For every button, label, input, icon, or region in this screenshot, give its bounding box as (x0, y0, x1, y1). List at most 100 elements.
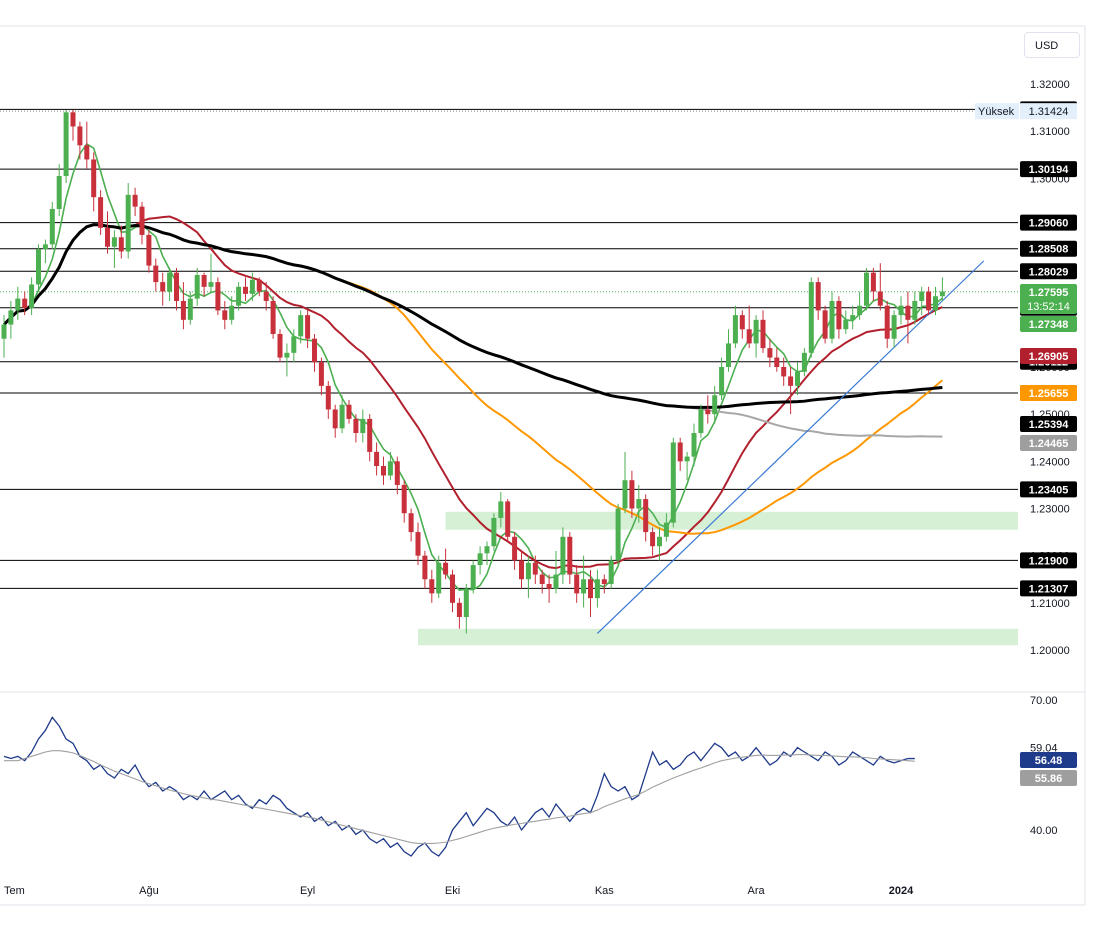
candle (677, 437, 683, 471)
price-axis-tick: 1.24000 (1030, 456, 1070, 468)
candle-body (491, 517, 497, 547)
candle (864, 267, 869, 311)
candle-body (84, 145, 90, 160)
candle-body (249, 279, 255, 294)
candle-body (436, 562, 442, 594)
high-marker-value-bg (1020, 103, 1077, 120)
candle (712, 385, 718, 424)
candle-body (629, 480, 635, 509)
candle (505, 499, 511, 542)
candle-body (8, 310, 14, 325)
candle (698, 404, 704, 438)
candle (836, 296, 842, 339)
candle (498, 491, 504, 528)
candle (857, 291, 863, 320)
candle-body (905, 305, 911, 320)
level-badge-label: 1.21307 (1029, 583, 1069, 595)
time-axis-label: Kas (595, 885, 614, 897)
candle (146, 230, 152, 273)
candle-body (829, 300, 835, 339)
candle (553, 550, 559, 594)
candle (249, 272, 255, 301)
candle (105, 211, 110, 254)
level-badge (1020, 263, 1077, 280)
level-badge (1020, 214, 1077, 231)
candle-body (788, 376, 794, 386)
candle (560, 527, 566, 584)
candle-body (167, 272, 173, 292)
candle (601, 574, 607, 594)
indicator-badge-label: 1.27595 (1029, 287, 1069, 299)
rsi-badge (1020, 770, 1077, 786)
candle-body (111, 237, 117, 247)
candle-body (677, 442, 683, 462)
level-badge (1020, 580, 1077, 597)
candle (284, 343, 290, 377)
candle-body (118, 237, 124, 252)
candle-body (429, 579, 435, 594)
candle (795, 362, 800, 396)
candle (815, 277, 821, 320)
candle (650, 527, 656, 556)
candle (512, 532, 518, 570)
candle (539, 569, 545, 594)
candle-body (105, 227, 110, 247)
rsi-line (3, 716, 915, 857)
candle-body (98, 197, 104, 228)
candle (753, 315, 759, 358)
candle-body (325, 385, 331, 410)
time-axis-label: Tem (4, 885, 25, 897)
candle (636, 484, 642, 523)
currency-button[interactable]: USD (1024, 32, 1080, 58)
candle (346, 400, 352, 424)
candle-body (374, 451, 380, 467)
candle-body (70, 112, 76, 127)
candle (912, 291, 918, 325)
candle-body (636, 499, 642, 509)
candle-body (456, 602, 462, 617)
candle-body (532, 562, 538, 575)
candle (139, 201, 145, 245)
candle-body (843, 319, 849, 330)
candle-body (312, 338, 317, 363)
candle (746, 305, 752, 349)
candle (450, 569, 455, 613)
candle (491, 513, 497, 551)
candle (588, 569, 593, 617)
candle-body (77, 126, 83, 146)
indicator-badge (1020, 435, 1077, 451)
candle-body (1, 324, 7, 339)
candle (926, 286, 932, 316)
candle (111, 230, 117, 268)
candle-body (394, 461, 400, 485)
candle-body (870, 272, 876, 292)
high-marker-value: 1.31424 (1029, 106, 1069, 118)
candle (174, 267, 179, 311)
candle-body (643, 499, 649, 533)
candle-body (443, 562, 449, 575)
level-badge-label: 1.28508 (1029, 244, 1069, 256)
candle (118, 225, 124, 259)
level-badge (1020, 552, 1077, 569)
trendline[interactable] (596, 260, 985, 634)
candle-body (91, 159, 97, 198)
candle (325, 381, 331, 419)
candle-body (546, 583, 552, 589)
candle (215, 277, 221, 316)
rsi-badge-label: 55.86 (1035, 773, 1063, 785)
candle-body (305, 315, 311, 339)
candle (919, 286, 925, 316)
candle (622, 451, 628, 514)
candle-body (615, 508, 621, 561)
support-zone (418, 628, 1018, 646)
candle-body (753, 319, 759, 344)
candle-body (477, 553, 483, 566)
candle (519, 550, 524, 589)
candle-body (650, 532, 656, 547)
rsi-badge (1020, 752, 1077, 768)
candle-body (270, 300, 276, 334)
candle (401, 480, 407, 523)
candle (125, 183, 131, 259)
candle-body (263, 291, 269, 301)
